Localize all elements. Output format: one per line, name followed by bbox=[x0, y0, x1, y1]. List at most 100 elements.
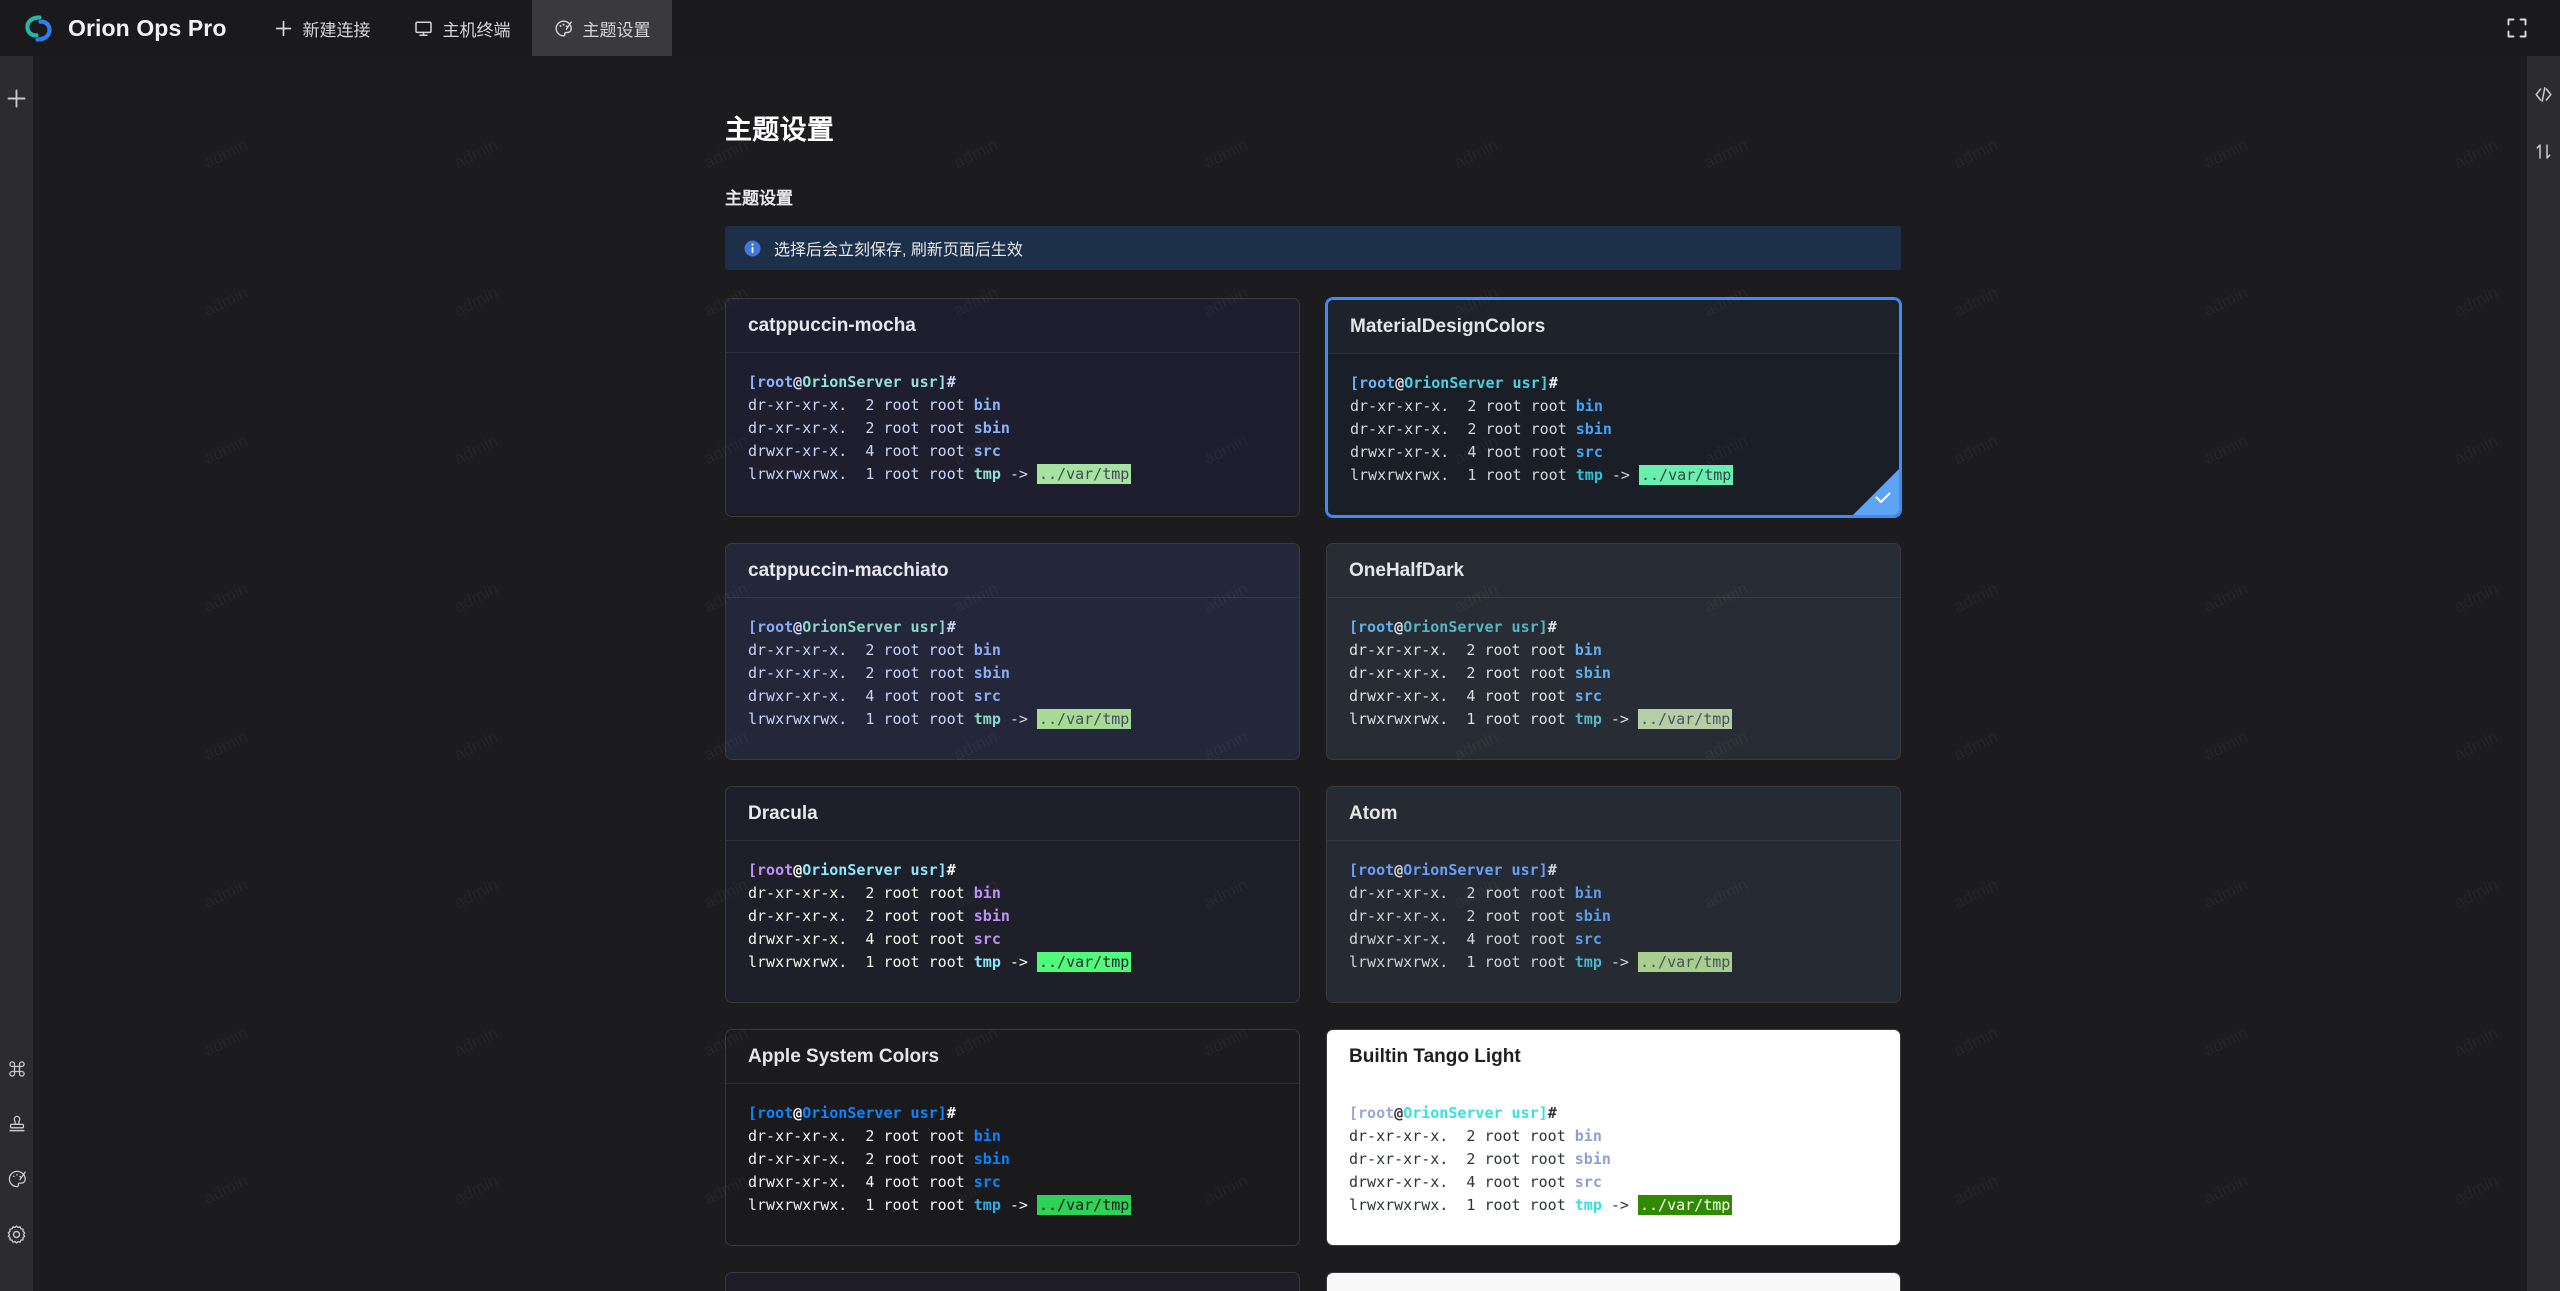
sidebar-theme[interactable] bbox=[0, 1165, 33, 1198]
terminal-row: drwxr-xr-x. 4 root root src bbox=[748, 442, 1001, 460]
sidebar-settings[interactable] bbox=[0, 1220, 33, 1253]
plus-icon bbox=[274, 19, 293, 38]
theme-card[interactable]: OneHalfDark [root@OrionServer usr]# dr-xr-… bbox=[1326, 543, 1901, 760]
tab-host-terminal[interactable]: 主机终端 bbox=[392, 0, 532, 56]
theme-card[interactable]: Duotone Dark[root@OrionServer usr]#dr-xr… bbox=[725, 1272, 1300, 1291]
theme-card-title: Apple System Colors bbox=[726, 1030, 1299, 1084]
code-icon bbox=[2533, 84, 2554, 110]
terminal-row: dr-xr-xr-x. 2 root root sbin bbox=[1349, 1150, 1611, 1168]
orion-logo-icon bbox=[22, 12, 55, 45]
terminal-row: drwxr-xr-x. 4 root root src bbox=[748, 930, 1001, 948]
section-title: 主题设置 bbox=[725, 189, 793, 208]
theme-preview-terminal: [root@OrionServer usr]# dr-xr-xr-x. 2 roo… bbox=[1328, 354, 1899, 515]
theme-card-title: Builtin Tango Light bbox=[1327, 1030, 1900, 1084]
theme-card[interactable]: catppuccin-mocha [root@OrionServer usr]# d… bbox=[725, 298, 1300, 517]
page-title: 主题设置 bbox=[725, 115, 835, 145]
terminal-row: dr-xr-xr-x. 2 root root sbin bbox=[748, 664, 1010, 682]
right-sidebar bbox=[2527, 56, 2560, 1291]
terminal-row: lrwxrwxrwx. 1 root root tmp -> ../var/tm… bbox=[748, 464, 1132, 484]
terminal-prompt-line: [root@OrionServer usr]# bbox=[748, 373, 956, 391]
terminal-prompt-line: [root@OrionServer usr]# bbox=[748, 618, 956, 636]
theme-card[interactable]: Dracula [root@OrionServer usr]# dr-xr-xr-x… bbox=[725, 786, 1300, 1003]
terminal-row: dr-xr-xr-x. 2 root root bin bbox=[1349, 1127, 1602, 1145]
theme-card-title: OneHalfDark bbox=[1327, 544, 1900, 598]
palette-icon bbox=[7, 1169, 27, 1194]
nav-tabs: 新建连接 主机终端 bbox=[252, 0, 673, 56]
theme-preview-terminal: [root@OrionServer usr]# dr-xr-xr-x. 2 roo… bbox=[1327, 1084, 1900, 1245]
theme-card[interactable]: MaterialDesignColors [root@OrionServer us… bbox=[1326, 298, 1901, 517]
theme-preview-terminal: [root@OrionServer usr]# dr-xr-xr-x. 2 roo… bbox=[726, 353, 1299, 514]
terminal-row: dr-xr-xr-x. 2 root root bin bbox=[1350, 397, 1603, 415]
info-banner-text: 选择后会立刻保存, 刷新页面后生效 bbox=[774, 242, 1023, 259]
sidebar-new-connection[interactable] bbox=[0, 82, 33, 115]
terminal-row: dr-xr-xr-x. 2 root root sbin bbox=[1350, 420, 1612, 438]
terminal-row: lrwxrwxrwx. 1 root root tmp -> ../var/tm… bbox=[1349, 1195, 1733, 1215]
theme-card-grid: catppuccin-mocha [root@OrionServer usr]# d… bbox=[725, 298, 1901, 1291]
fullscreen-expand-icon[interactable] bbox=[2494, 5, 2540, 51]
transfer-icon bbox=[2533, 141, 2554, 167]
terminal-prompt-line: [root@OrionServer usr]# bbox=[1350, 374, 1558, 392]
theme-card-title: Dracula bbox=[726, 787, 1299, 841]
terminal-row: lrwxrwxrwx. 1 root root tmp -> ../var/tm… bbox=[748, 952, 1132, 972]
terminal-row: dr-xr-xr-x. 2 root root bin bbox=[748, 1127, 1001, 1145]
terminal-row: drwxr-xr-x. 4 root root src bbox=[748, 1173, 1001, 1191]
tab-label: 主机终端 bbox=[442, 20, 511, 40]
theme-card[interactable]: Apple System Colors [root@OrionServer usr… bbox=[725, 1029, 1300, 1246]
tab-label: 主题设置 bbox=[582, 20, 651, 40]
command-icon bbox=[7, 1059, 27, 1084]
brand-name: Orion Ops Pro bbox=[68, 14, 227, 41]
theme-card-title: MaterialDesignColors bbox=[1328, 300, 1899, 354]
terminal-row: lrwxrwxrwx. 1 root root tmp -> ../var/tm… bbox=[748, 709, 1132, 729]
terminal-row: drwxr-xr-x. 4 root root src bbox=[1349, 687, 1602, 705]
top-bar: Orion Ops Pro 新建连接 主机终端 bbox=[0, 0, 2560, 56]
brand: Orion Ops Pro bbox=[0, 0, 252, 56]
terminal-prompt-line: [root@OrionServer usr]# bbox=[1349, 618, 1557, 636]
theme-card[interactable]: BlulocoLight[root@OrionServer usr]#dr-xr… bbox=[1326, 1272, 1901, 1291]
code-panel-button[interactable] bbox=[2527, 80, 2560, 113]
theme-card-title: Duotone Dark bbox=[726, 1273, 1299, 1291]
terminal-row: lrwxrwxrwx. 1 root root tmp -> ../var/tm… bbox=[748, 1195, 1132, 1215]
tab-new-connection[interactable]: 新建连接 bbox=[252, 0, 392, 56]
theme-preview-terminal: [root@OrionServer usr]# dr-xr-xr-x. 2 roo… bbox=[1327, 841, 1900, 1002]
terminal-row: lrwxrwxrwx. 1 root root tmp -> ../var/tm… bbox=[1349, 952, 1733, 972]
terminal-prompt-line: [root@OrionServer usr]# bbox=[1349, 1104, 1557, 1122]
gear-icon bbox=[6, 1224, 27, 1250]
terminal-row: lrwxrwxrwx. 1 root root tmp -> ../var/tm… bbox=[1349, 709, 1733, 729]
theme-card-title: Atom bbox=[1327, 787, 1900, 841]
top-bar-right bbox=[2494, 0, 2560, 56]
body: 主题设置 主题设置 选择后会立刻保存, 刷新页面后生效 catppuccin-m… bbox=[0, 56, 2560, 1291]
palette-icon bbox=[554, 19, 573, 38]
terminal-row: dr-xr-xr-x. 2 root root sbin bbox=[748, 419, 1010, 437]
terminal-prompt-line: [root@OrionServer usr]# bbox=[1349, 861, 1557, 879]
terminal-row: dr-xr-xr-x. 2 root root sbin bbox=[748, 1150, 1010, 1168]
terminal-row: dr-xr-xr-x. 2 root root sbin bbox=[1349, 907, 1611, 925]
theme-card[interactable]: Builtin Tango Light [root@OrionServer usr… bbox=[1326, 1029, 1901, 1246]
theme-card-title: BlulocoLight bbox=[1327, 1273, 1900, 1291]
sidebar-identity[interactable] bbox=[0, 1110, 33, 1143]
terminal-row: dr-xr-xr-x. 2 root root sbin bbox=[748, 907, 1010, 925]
theme-card-title: catppuccin-mocha bbox=[726, 299, 1299, 353]
stamp-icon bbox=[7, 1114, 27, 1139]
info-banner: 选择后会立刻保存, 刷新页面后生效 bbox=[725, 226, 1901, 270]
tab-theme-settings[interactable]: 主题设置 bbox=[532, 0, 673, 56]
terminal-row: dr-xr-xr-x. 2 root root bin bbox=[748, 641, 1001, 659]
terminal-prompt-line: [root@OrionServer usr]# bbox=[748, 861, 956, 879]
transfer-panel-button[interactable] bbox=[2527, 137, 2560, 170]
terminal-row: drwxr-xr-x. 4 root root src bbox=[1350, 443, 1603, 461]
theme-preview-terminal: [root@OrionServer usr]# dr-xr-xr-x. 2 roo… bbox=[726, 841, 1299, 1002]
selected-check-icon bbox=[1853, 469, 1899, 515]
content-area: 主题设置 主题设置 选择后会立刻保存, 刷新页面后生效 catppuccin-m… bbox=[33, 56, 2527, 1291]
monitor-icon bbox=[414, 19, 433, 38]
sidebar-shortcuts[interactable] bbox=[0, 1055, 33, 1088]
terminal-prompt-line: [root@OrionServer usr]# bbox=[748, 1104, 956, 1122]
terminal-row: drwxr-xr-x. 4 root root src bbox=[748, 687, 1001, 705]
theme-preview-terminal: [root@OrionServer usr]# dr-xr-xr-x. 2 roo… bbox=[726, 1084, 1299, 1245]
terminal-row: dr-xr-xr-x. 2 root root sbin bbox=[1349, 664, 1611, 682]
terminal-row: dr-xr-xr-x. 2 root root bin bbox=[1349, 641, 1602, 659]
tab-label: 新建连接 bbox=[302, 20, 371, 40]
theme-card[interactable]: catppuccin-macchiato [root@OrionServer us… bbox=[725, 543, 1300, 760]
theme-preview-terminal: [root@OrionServer usr]# dr-xr-xr-x. 2 roo… bbox=[1327, 598, 1900, 759]
terminal-row: dr-xr-xr-x. 2 root root bin bbox=[1349, 884, 1602, 902]
theme-card[interactable]: Atom [root@OrionServer usr]# dr-xr-xr-x. 2… bbox=[1326, 786, 1901, 1003]
